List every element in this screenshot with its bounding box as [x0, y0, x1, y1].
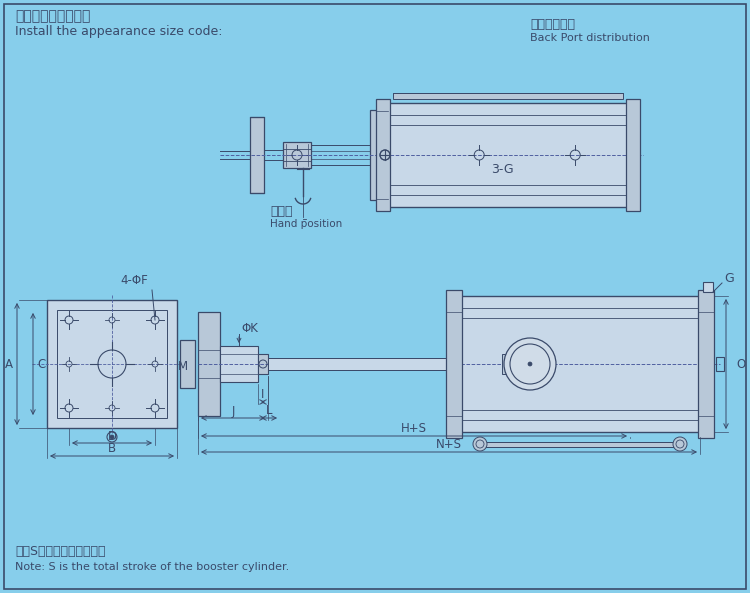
Text: 3-G: 3-G	[491, 163, 514, 176]
Circle shape	[528, 362, 532, 366]
Bar	[460, 296, 700, 432]
Circle shape	[673, 437, 687, 451]
Text: ΦK: ΦK	[241, 323, 258, 336]
Text: 背面氣口分布: 背面氣口分布	[530, 18, 575, 31]
Bar	[716, 357, 724, 371]
Bar	[393, 93, 623, 99]
Text: O: O	[736, 358, 746, 371]
Bar	[376, 99, 390, 211]
Text: I: I	[261, 388, 265, 401]
Text: 4-ΦF: 4-ΦF	[120, 274, 148, 287]
Text: Back Port distribution: Back Port distribution	[530, 33, 650, 43]
Bar	[698, 290, 714, 438]
Bar	[388, 103, 628, 207]
Text: Install the appearance size code:: Install the appearance size code:	[15, 25, 223, 38]
Bar	[250, 117, 264, 193]
Bar	[258, 354, 268, 374]
Bar	[370, 110, 388, 200]
Bar	[47, 300, 177, 428]
Bar	[57, 310, 167, 418]
Text: Note: S is the total stroke of the booster cylinder.: Note: S is the total stroke of the boost…	[15, 562, 290, 572]
Text: Hand position: Hand position	[270, 219, 342, 229]
Bar	[283, 142, 311, 168]
Bar	[502, 354, 506, 374]
Text: D: D	[107, 429, 116, 442]
Bar	[446, 290, 462, 438]
Bar	[703, 282, 713, 292]
Circle shape	[504, 338, 556, 390]
Bar	[180, 340, 195, 388]
Bar	[480, 442, 680, 447]
Text: 安裝外觀尺寸代碼：: 安裝外觀尺寸代碼：	[15, 9, 90, 23]
Text: M: M	[178, 361, 188, 374]
Bar	[626, 99, 640, 211]
Text: 扳手位: 扳手位	[270, 205, 292, 218]
Text: N+S: N+S	[436, 438, 462, 451]
Text: A: A	[5, 358, 13, 371]
Bar	[268, 358, 460, 370]
Bar	[220, 346, 258, 382]
Text: L: L	[266, 404, 272, 417]
Text: G: G	[724, 272, 734, 285]
Text: 注：S為增壓缸的總行程。: 注：S為增壓缸的總行程。	[15, 545, 106, 558]
Circle shape	[473, 437, 487, 451]
Text: B: B	[108, 442, 116, 455]
Circle shape	[110, 435, 114, 439]
Text: C: C	[37, 358, 45, 371]
Text: J: J	[231, 404, 235, 417]
Bar	[198, 312, 220, 416]
Text: H+S: H+S	[401, 422, 427, 435]
